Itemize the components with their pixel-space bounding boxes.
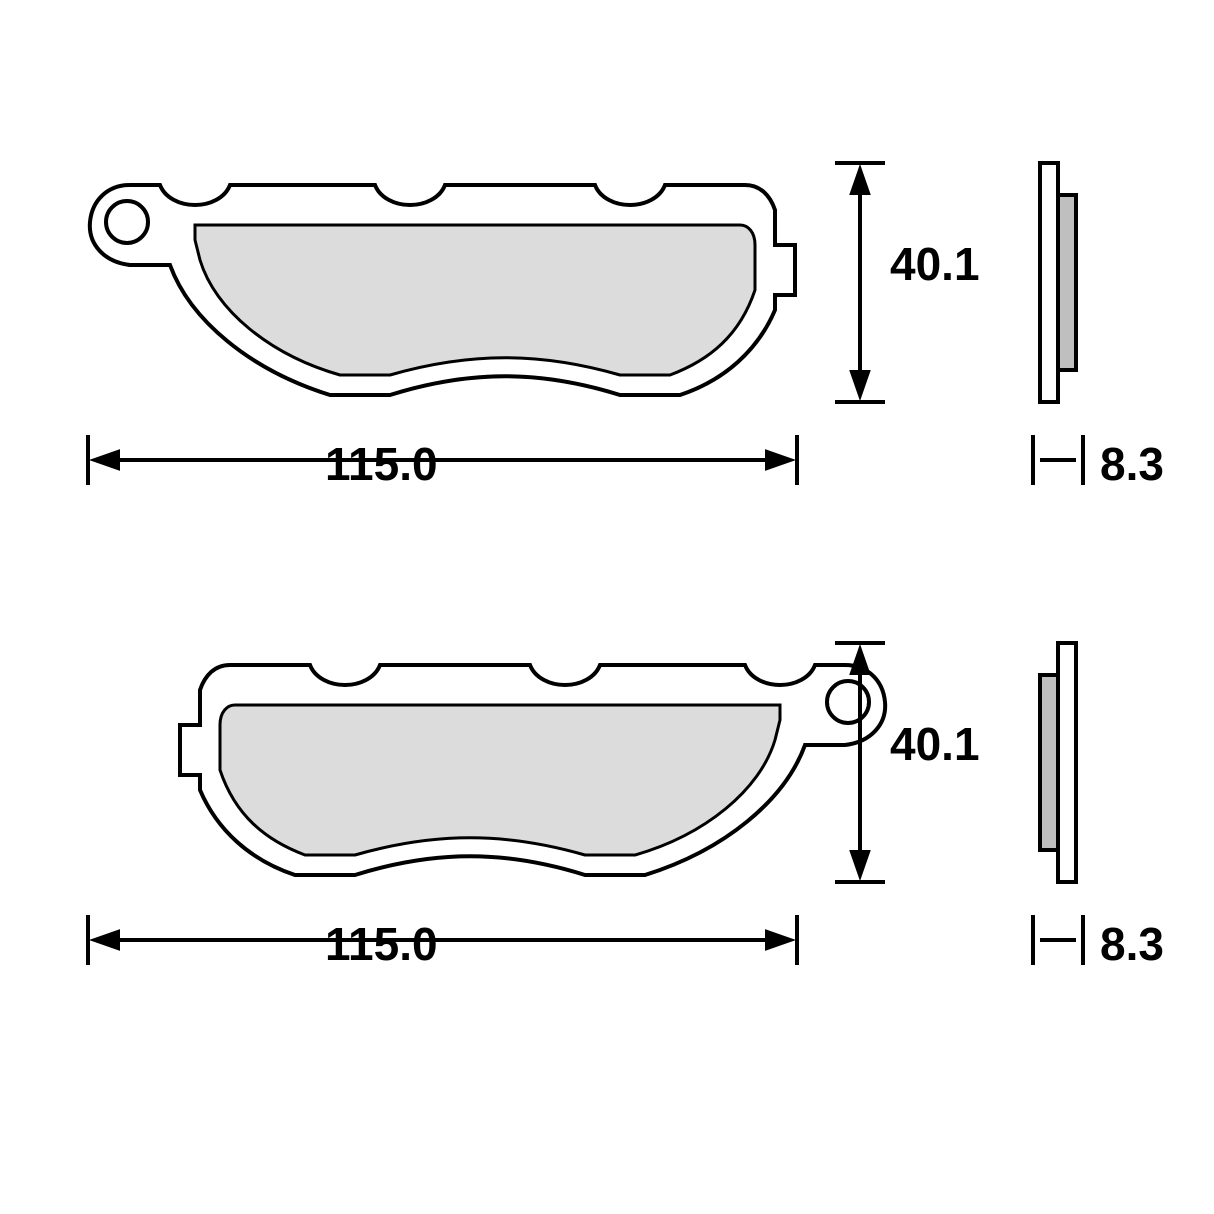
brake-pad-top bbox=[90, 185, 795, 395]
dim-width-1-line bbox=[88, 435, 797, 485]
dim-thickness-2: 8.3 bbox=[1100, 917, 1164, 971]
side-view-top bbox=[1040, 163, 1076, 402]
dim-width-2: 115.0 bbox=[325, 917, 438, 971]
dim-width-2-line bbox=[88, 915, 797, 965]
dim-width-1: 115.0 bbox=[325, 437, 438, 491]
brake-pad-bottom bbox=[180, 665, 885, 875]
technical-drawing: 40.1 8.3 115.0 40.1 8.3 115.0 bbox=[0, 0, 1214, 1214]
dim-thick-1-line bbox=[1033, 435, 1083, 485]
side-view-bottom bbox=[1040, 643, 1076, 882]
mounting-hole bbox=[827, 681, 869, 723]
dim-height-1-line bbox=[835, 163, 885, 402]
dim-height-1: 40.1 bbox=[890, 237, 980, 291]
drawing-svg bbox=[0, 0, 1214, 1214]
dim-thick-2-line bbox=[1033, 915, 1083, 965]
dim-height-2: 40.1 bbox=[890, 717, 980, 771]
dim-thickness-1: 8.3 bbox=[1100, 437, 1164, 491]
mounting-hole bbox=[106, 201, 148, 243]
